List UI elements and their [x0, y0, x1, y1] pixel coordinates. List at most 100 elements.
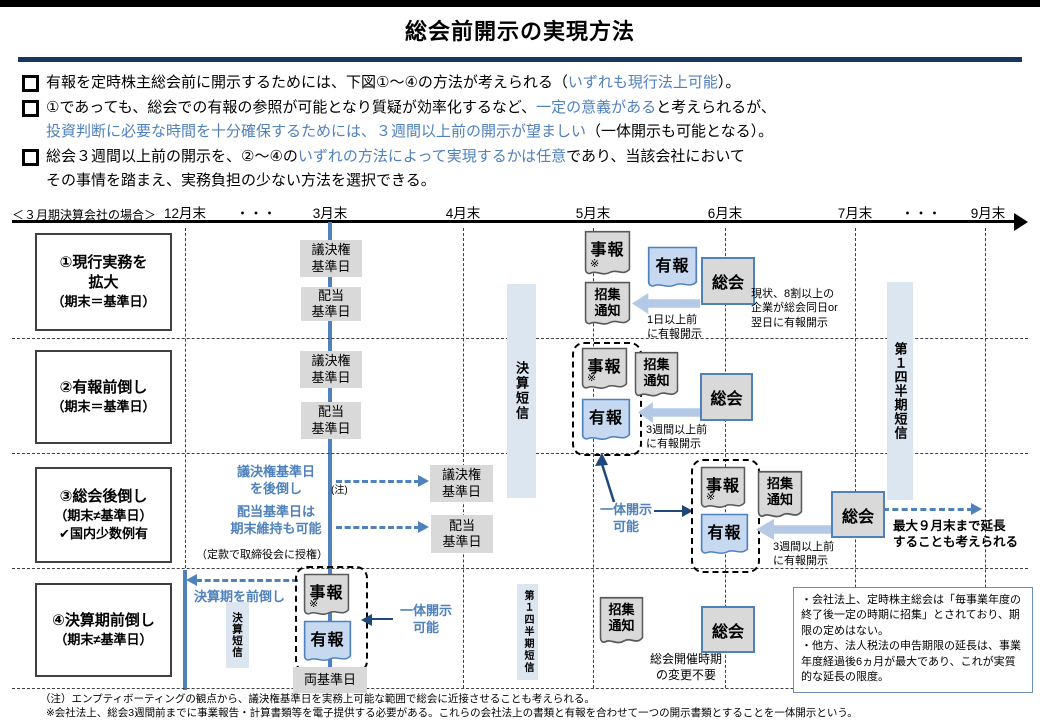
legal-note-line1: ・会社法上、定時株主総会は「毎事業年度の終了後一定の時期に招集」とされており、期… [801, 594, 1021, 637]
document-icon [599, 596, 644, 644]
gridline-jun [725, 228, 726, 688]
sokai-box: 総会 [701, 257, 755, 305]
footnote-1: （注）エンプティボーティングの観点から、議決権基準日を実務上可能な範囲で総会に近… [40, 693, 595, 705]
block-arrow-left-icon [638, 402, 700, 423]
month-label: 4月末 [445, 206, 481, 221]
jiho-doc: 事報 ※ [303, 573, 350, 619]
yuho-doc: 有報 [581, 398, 631, 444]
gridline-may [593, 228, 594, 688]
doc-label: 有報 [655, 258, 690, 275]
legal-note-box: ・会社法上、定時株主総会は「毎事業年度の終了後一定の時期に招集」とされており、期… [793, 587, 1033, 693]
arrowhead-left-icon [186, 574, 197, 586]
legal-note-line2: ・他方、法人税法の申告期限の延長は、事業年度経過後6ヵ月が最大であり、これが実質… [801, 640, 1021, 683]
asterisk-mark: ※ [590, 258, 600, 270]
bullet-2-line2: 投資判断に必要な時間を十分確保するためには、３週間以上前の開示が望ましい（一体開… [46, 120, 773, 141]
q1-tanshin-bar: 第１四半期短信 [887, 282, 913, 500]
document-icon [757, 470, 803, 518]
row-separator [12, 568, 1028, 569]
row1-arrow-note: 1日以上前 に有報開示 [647, 314, 702, 341]
title-rule [18, 57, 1022, 62]
gridline-dec [185, 228, 186, 568]
dashed-arrow-right [883, 508, 973, 511]
teikan-note: （定款で取締役会に授権） [196, 549, 328, 561]
category-box-1: ①現行実務を 拡大 （期末＝基準日） [35, 233, 172, 331]
category-3-line2: （期末≠基準日） [54, 507, 153, 523]
row2-arrow-note: 3週間以上前 に有報開示 [646, 424, 708, 451]
timeline-axis [12, 220, 1018, 223]
timeline-arrow-icon [1014, 213, 1028, 231]
case-label: ＜３月期決算会社の場合＞ [12, 208, 157, 222]
dividend-record-date-box: 配当 基準日 [301, 287, 361, 321]
doc-label: 招集 通知 [643, 357, 670, 388]
document-icon [584, 281, 631, 325]
q1-tanshin-label: 第１四半期短信 [892, 342, 908, 440]
fiscal-year-end-line [328, 222, 332, 668]
yuho-doc: 有報 [303, 620, 352, 665]
bullet-3: 総会３週間以上前の開示を、②～④のいずれの方法によって実現するかは任意であり、当… [46, 145, 745, 166]
document-icon [700, 466, 746, 508]
arrowhead-right-icon [682, 505, 693, 517]
row1-status-note: 現状、8割以上の 企業が総会同日or 翌日に有報開示 [751, 288, 838, 329]
both-record-dates-box: 両基準日 [293, 667, 367, 693]
category-box-3: ③総会後倒し （期末≠基準日） ✔国内少数例有 [35, 467, 172, 563]
arrowhead-right-icon [418, 521, 429, 533]
ittai-group-box [691, 459, 760, 573]
bullet-3-tail: であり、当該会社において [566, 148, 745, 165]
shoshu-doc: 招集 通知 [599, 596, 644, 648]
category-3-line1: ③総会後倒し [59, 487, 148, 505]
month-label: 5月末 [575, 206, 611, 221]
doc-label: 事報 [590, 242, 625, 259]
shoshu-doc: 招集 通知 [584, 281, 631, 329]
kessan-tanshin-label: 決算短信 [514, 361, 529, 421]
voting-record-date-box: 議決権 基準日 [300, 240, 362, 277]
doc-label: 有報 [707, 525, 742, 542]
sokai-box: 総会 [831, 491, 885, 538]
kessan-tanshin-bar: 決算短信 [226, 602, 249, 668]
document-icon [634, 351, 679, 397]
doc-label: 有報 [588, 410, 623, 427]
postpone-voting-label: 議決権基準日 を後倒し [236, 464, 315, 496]
shoshu-doc: 招集 通知 [634, 351, 679, 401]
bullet-2-text: ①であっても、総会での有報の参照が可能となり質疑が効率化するなど、 [46, 99, 537, 116]
doc-label: 事報 [705, 478, 740, 495]
move-fiscal-label: 決算期を前倒し [194, 589, 286, 604]
bullet-square-icon [22, 149, 39, 166]
note-mark: (注) [331, 485, 348, 496]
arrowhead-right-icon [418, 475, 429, 487]
bullet-2-tail: と考えられるが、 [656, 99, 776, 116]
voting-record-date-box: 議決権 基準日 [430, 465, 493, 502]
block-arrow-left-icon [756, 519, 831, 540]
asterisk-mark: ※ [706, 491, 716, 503]
category-box-4: ④決算期前倒し （期末≠基準日） [35, 583, 172, 677]
fiscal-year-end-line-row4 [183, 570, 187, 690]
bullet-2-highlight: 一定の意義がある [536, 99, 657, 116]
sokai-timing-note: 総会開催時期 の変更不要 [649, 652, 722, 682]
yuho-doc: 有報 [700, 513, 749, 558]
pointer-arrow-line [654, 510, 684, 512]
jiho-doc: 事報 ※ [700, 466, 746, 512]
doc-label: 招集 通知 [766, 476, 793, 507]
asterisk-mark: ※ [309, 598, 319, 610]
doc-label: 有報 [310, 632, 345, 649]
document-icon [303, 620, 352, 662]
gridline-sep [985, 228, 986, 688]
category-2-line1: ②有報前倒し [59, 378, 148, 396]
document-icon [700, 513, 749, 555]
row3-arrow-note: 3週間以上前 に有報開示 [773, 541, 835, 568]
block-arrow-left-icon [632, 293, 700, 314]
ittai-kaiji-label: 一体開示 可能 [399, 603, 452, 635]
month-ellipsis: ・・・ [900, 206, 942, 221]
asterisk-mark: ※ [587, 372, 597, 384]
bullet-3-highlight: いずれの方法によって実現するかは任意 [297, 148, 567, 165]
month-label: 9月末 [970, 206, 1006, 221]
bullet-square-icon [22, 75, 39, 92]
document-icon [303, 573, 350, 615]
sokai-box: 総会 [700, 373, 753, 421]
category-4-line1: ④決算期前倒し [52, 611, 155, 629]
arrowhead-right-icon [971, 503, 982, 515]
page-title: 総会前開示の実現方法 [404, 19, 635, 44]
month-label: 12月末 [163, 206, 207, 221]
category-1-line3: （期末＝基準日） [51, 294, 156, 310]
row-separator [12, 688, 1028, 689]
bullet-2: ①であっても、総会での有報の参照が可能となり質疑が効率化するなど、一定の意義があ… [46, 96, 776, 117]
